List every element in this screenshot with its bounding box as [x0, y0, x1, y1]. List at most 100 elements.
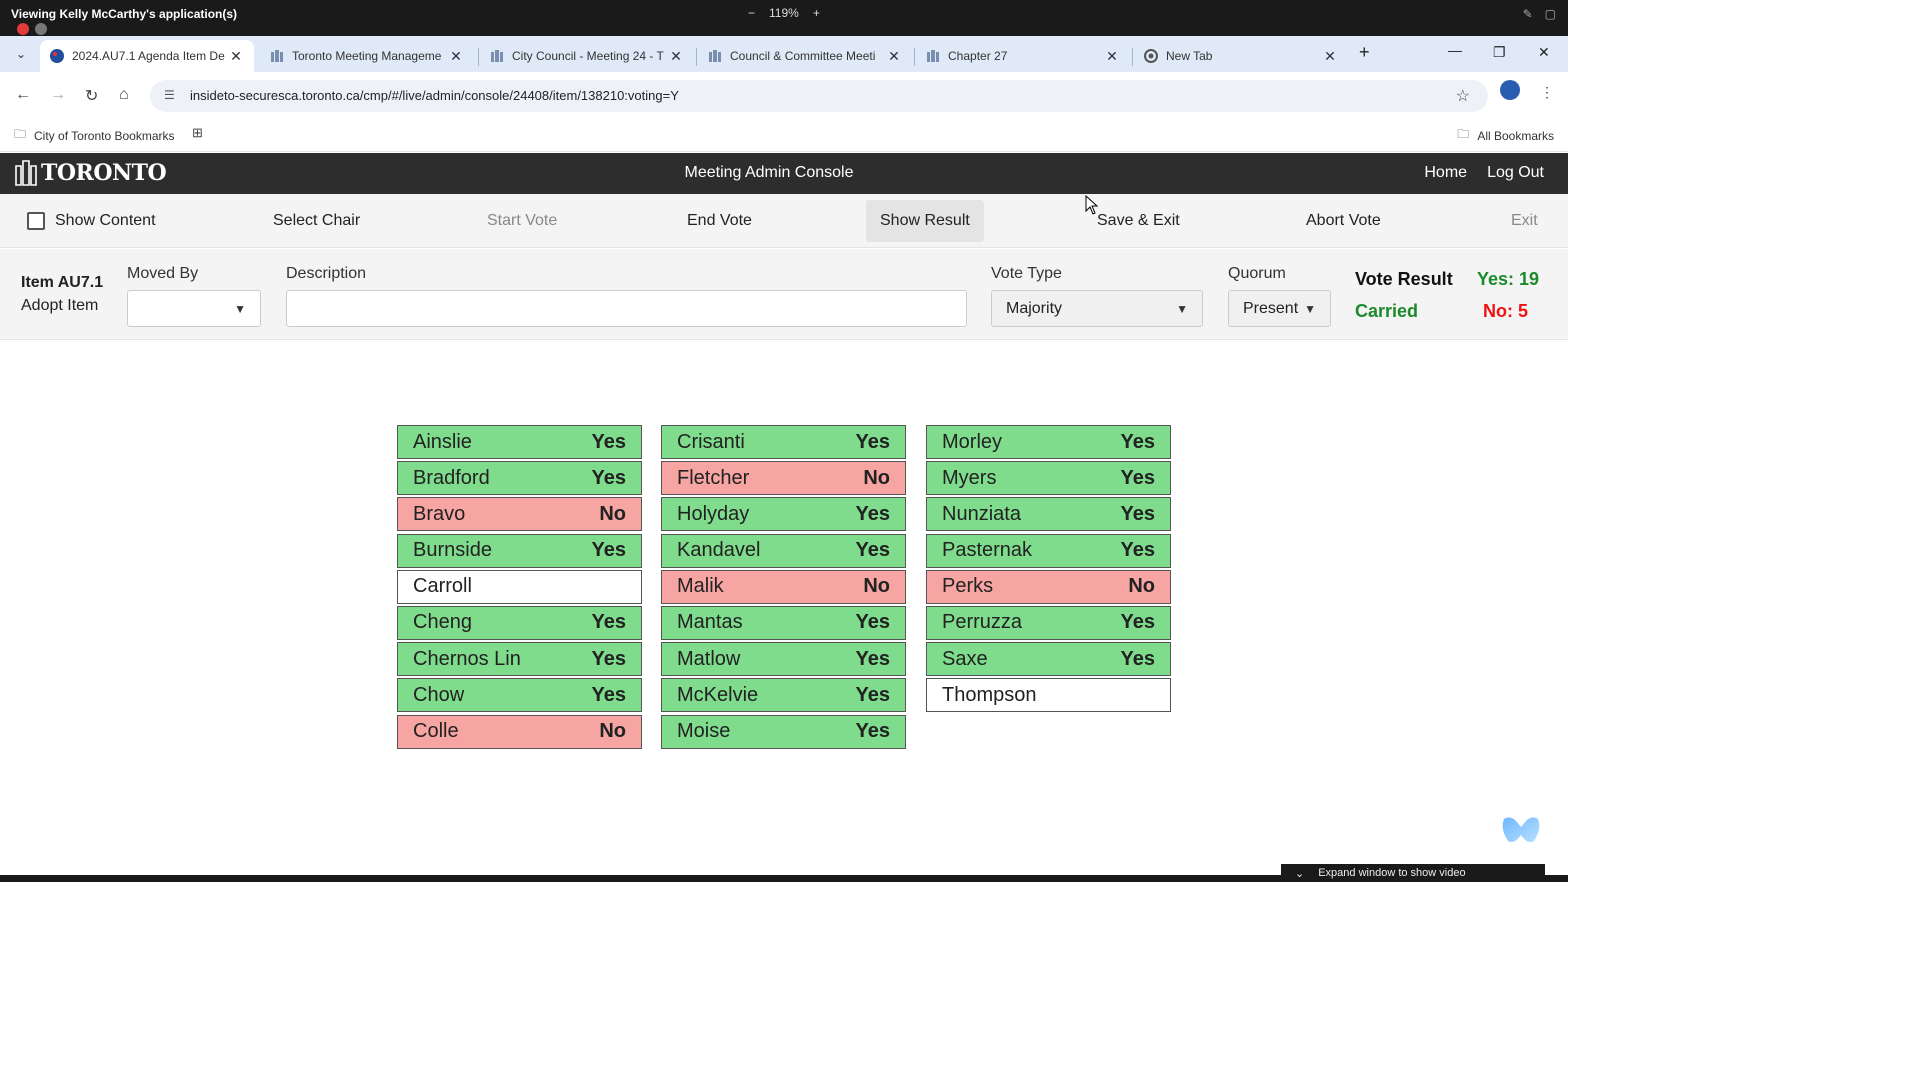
show-content-checkbox[interactable] [27, 212, 45, 230]
councillor-vote-row[interactable]: Fletcher No [661, 461, 906, 496]
address-bar[interactable]: ☰ insideto-securesca.toronto.ca/cmp/#/li… [150, 80, 1488, 112]
tab-meeting-management[interactable]: Toronto Meeting Manageme ✕ [260, 40, 474, 72]
new-tab-plus-icon[interactable]: + [1359, 42, 1370, 62]
councillor-vote-row[interactable]: Saxe Yes [926, 642, 1171, 677]
expand-video-bar[interactable]: ⌄ Expand window to show video [1281, 864, 1545, 882]
bookmark-folder-toronto[interactable]: 🗀 City of Toronto Bookmarks [14, 125, 175, 146]
councillor-vote-row[interactable]: Bradford Yes [397, 461, 642, 496]
councillor-vote-row[interactable]: McKelvie Yes [661, 678, 906, 713]
quorum-select[interactable]: Present ▼ [1228, 290, 1331, 327]
moved-by-select[interactable]: ▼ [127, 290, 261, 327]
close-tab-icon[interactable]: ✕ [1324, 47, 1336, 64]
close-tab-icon[interactable]: ✕ [1106, 47, 1118, 64]
home-icon[interactable]: ⌂ [119, 86, 129, 103]
councillor-vote-row[interactable]: Mantas Yes [661, 605, 906, 640]
vote-value: No [599, 720, 626, 742]
councillor-vote-row[interactable]: Burnside Yes [397, 533, 642, 568]
councillor-vote-row[interactable]: Colle No [397, 714, 642, 749]
councillor-vote-row[interactable]: Kandavel Yes [661, 533, 906, 568]
councillor-vote-row[interactable]: Ainslie Yes [397, 425, 642, 459]
councillor-name: Holyday [677, 502, 750, 525]
councillor-vote-row[interactable]: Crisanti Yes [661, 425, 906, 459]
vote-type-select[interactable]: Majority ▼ [991, 290, 1203, 327]
zoom-out-button[interactable]: − [748, 6, 756, 20]
reload-icon[interactable]: ↻ [85, 88, 99, 105]
all-bookmarks[interactable]: 🗀 All Bookmarks [1457, 125, 1554, 146]
minimize-icon[interactable]: — [1448, 42, 1462, 58]
zoom-in-button[interactable]: + [812, 6, 820, 20]
url-text[interactable]: insideto-securesca.toronto.ca/cmp/#/live… [190, 88, 679, 103]
councillor-vote-row[interactable]: Moise Yes [661, 714, 906, 749]
vote-value: Yes [855, 647, 890, 670]
browser-menu-icon[interactable]: ⋮ [1540, 84, 1554, 100]
city-hall-logo-icon [15, 160, 37, 186]
assistant-icon[interactable] [1500, 815, 1542, 845]
vote-column-1: Ainslie Yes Bradford Yes Bravo No Burnside Yes C… [397, 425, 642, 751]
councillor-name: Chow [413, 683, 465, 706]
tab-search-chevron-icon[interactable]: ⌄ [15, 47, 27, 61]
forward-arrow-icon[interactable]: → [50, 86, 66, 103]
quorum-label: Quorum [1228, 265, 1286, 282]
no-count: No: 5 [1483, 301, 1528, 321]
description-field[interactable] [286, 290, 967, 327]
councillor-name: Kandavel [677, 539, 761, 562]
councillor-vote-row[interactable]: Malik No [661, 569, 906, 604]
expand-video-label: Expand window to show video [1318, 867, 1466, 879]
share-title: Viewing Kelly McCarthy's application(s) [11, 7, 238, 21]
abort-vote-button[interactable]: Abort Vote [1306, 212, 1381, 229]
close-tab-icon[interactable]: ✕ [450, 47, 462, 64]
councillor-name: Morley [942, 430, 1003, 453]
councillor-vote-row[interactable]: Nunziata Yes [926, 497, 1171, 532]
tab-new-tab[interactable]: New Tab ✕ [1134, 40, 1348, 72]
show-result-button[interactable]: Show Result [866, 200, 984, 242]
annotate-icon[interactable]: ✎ [1522, 7, 1533, 21]
close-window-icon[interactable]: ✕ [1538, 44, 1550, 60]
close-tab-icon[interactable]: ✕ [888, 47, 900, 64]
tab-label: New Tab [1166, 49, 1213, 63]
tab-agenda-item[interactable]: 2024.AU7.1 Agenda Item De ✕ [40, 40, 254, 72]
profile-avatar-icon[interactable] [1500, 80, 1520, 100]
tab-city-council[interactable]: City Council - Meeting 24 - T ✕ [480, 40, 694, 72]
start-vote-button[interactable]: Start Vote [487, 212, 558, 229]
save-exit-button[interactable]: Save & Exit [1097, 212, 1180, 229]
councillor-vote-row[interactable]: Bravo No [397, 497, 642, 532]
fullscreen-icon[interactable]: ▢ [1544, 7, 1556, 21]
back-arrow-icon[interactable]: ← [15, 86, 31, 103]
councillor-vote-row[interactable]: Carroll [397, 569, 642, 604]
councillor-vote-row[interactable]: Perks No [926, 569, 1171, 604]
apps-grid-icon[interactable]: ⊞ [192, 125, 203, 140]
councillor-vote-row[interactable]: Thompson [926, 678, 1171, 713]
close-tab-icon[interactable]: ✕ [670, 47, 682, 64]
pause-share-dot[interactable] [35, 23, 47, 35]
logout-link[interactable]: Log Out [1487, 164, 1544, 181]
home-link[interactable]: Home [1424, 164, 1468, 181]
app-header: TORONTO Meeting Admin Console Home Log O… [0, 153, 1568, 194]
councillor-vote-row[interactable]: Morley Yes [926, 425, 1171, 459]
stop-share-dot[interactable] [17, 23, 29, 35]
councillor-vote-row[interactable]: Chow Yes [397, 678, 642, 713]
close-tab-icon[interactable]: ✕ [230, 47, 242, 64]
toronto-logo[interactable]: TORONTO [15, 160, 167, 186]
councillor-name: Crisanti [677, 430, 745, 453]
councillor-vote-row[interactable]: Myers Yes [926, 461, 1171, 496]
councillor-name: Pasternak [942, 539, 1033, 562]
zoom-control: − 119% + [748, 6, 820, 20]
site-info-icon[interactable]: ☰ [164, 88, 175, 102]
councillor-vote-row[interactable]: Matlow Yes [661, 642, 906, 677]
councillor-vote-row[interactable]: Chernos Lin Yes [397, 642, 642, 677]
vote-value: Yes [591, 611, 626, 634]
tab-council-committee[interactable]: Council & Committee Meeti ✕ [698, 40, 912, 72]
councillor-vote-row[interactable]: Pasternak Yes [926, 533, 1171, 568]
end-vote-button[interactable]: End Vote [687, 212, 752, 229]
bookmark-star-icon[interactable]: ☆ [1455, 88, 1470, 105]
exit-button[interactable]: Exit [1511, 212, 1538, 229]
tab-chapter-27[interactable]: Chapter 27 ✕ [916, 40, 1130, 72]
restore-icon[interactable]: ❐ [1493, 44, 1506, 60]
councillor-name: Chernos Lin [413, 647, 521, 670]
vote-value: Yes [1120, 539, 1155, 562]
show-content-toggle[interactable]: Show Content [27, 194, 156, 248]
councillor-vote-row[interactable]: Perruzza Yes [926, 605, 1171, 640]
councillor-vote-row[interactable]: Holyday Yes [661, 497, 906, 532]
councillor-vote-row[interactable]: Cheng Yes [397, 605, 642, 640]
select-chair-button[interactable]: Select Chair [273, 212, 361, 229]
